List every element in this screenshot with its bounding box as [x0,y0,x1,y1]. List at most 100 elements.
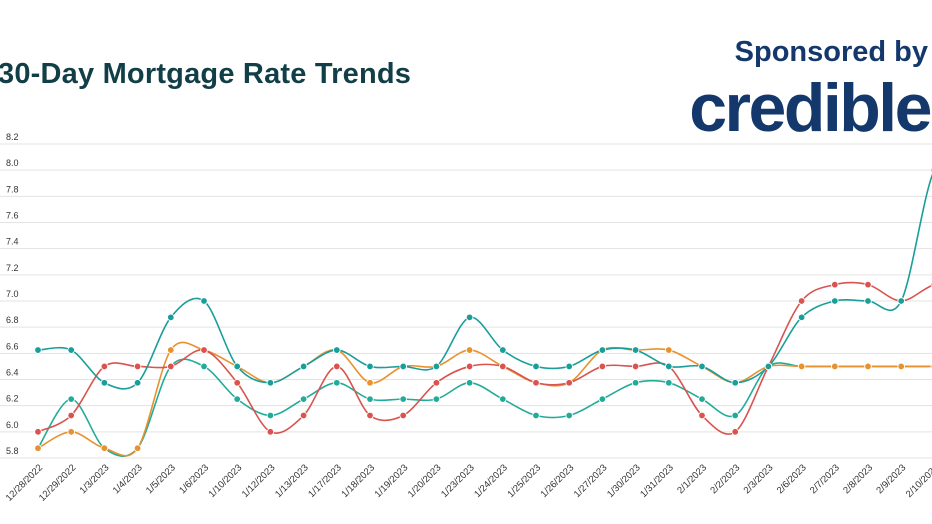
data-point[interactable] [598,346,607,354]
data-point[interactable] [366,379,374,387]
data-point[interactable] [200,297,208,305]
data-point[interactable] [532,379,540,387]
data-point[interactable] [133,379,142,387]
data-point[interactable] [399,362,407,371]
x-tick-label: 2/3/2023 [742,462,776,496]
y-tick-label: 6.2 [6,394,19,404]
data-point[interactable] [366,411,374,420]
data-point[interactable] [100,444,109,452]
data-point[interactable] [532,411,540,420]
data-point[interactable] [167,313,175,322]
data-point[interactable] [299,395,308,403]
data-point[interactable] [333,362,341,371]
data-point[interactable] [532,362,540,371]
data-point[interactable] [67,411,75,420]
data-point[interactable] [831,362,839,371]
data-point[interactable] [565,362,573,371]
data-point[interactable] [465,346,474,354]
data-point[interactable] [698,411,706,420]
data-point[interactable] [631,346,640,354]
x-tick-label: 2/8/2023 [841,462,875,496]
data-point[interactable] [233,395,241,403]
data-point[interactable] [266,411,275,420]
y-tick-label: 7.8 [6,184,19,194]
data-point[interactable] [266,379,275,387]
data-point[interactable] [366,362,374,371]
data-point[interactable] [333,379,341,387]
data-point[interactable] [266,428,275,436]
x-tick-label: 1/12/2023 [240,462,278,500]
data-point[interactable] [797,297,806,305]
data-point[interactable] [67,428,75,436]
data-point[interactable] [399,411,407,420]
data-point[interactable] [897,362,905,371]
data-point[interactable] [34,444,42,452]
data-point[interactable] [598,395,607,403]
data-point[interactable] [432,379,441,387]
data-point[interactable] [764,362,773,371]
data-point[interactable] [299,362,308,371]
data-point[interactable] [432,395,441,403]
data-point[interactable] [499,346,507,354]
data-point[interactable] [665,346,673,354]
data-point[interactable] [897,297,905,305]
data-point[interactable] [399,395,407,403]
data-point[interactable] [665,362,673,371]
data-point[interactable] [731,428,739,436]
data-point[interactable] [631,379,640,387]
data-point[interactable] [200,346,208,354]
data-point[interactable] [797,362,806,371]
y-tick-label: 6.8 [6,315,19,325]
data-point[interactable] [565,379,573,387]
data-point[interactable] [167,346,175,354]
data-point[interactable] [167,362,175,371]
data-point[interactable] [133,362,142,371]
data-point[interactable] [499,395,507,403]
data-point[interactable] [100,362,109,371]
x-tick-label: 1/23/2023 [439,462,477,500]
data-point[interactable] [665,379,673,387]
data-point[interactable] [831,280,839,289]
data-point[interactable] [34,428,42,436]
gridlines [0,143,932,459]
data-point[interactable] [698,395,706,403]
data-point[interactable] [598,362,607,371]
data-point[interactable] [864,362,872,371]
data-point[interactable] [299,411,308,420]
data-point[interactable] [465,362,474,371]
data-point[interactable] [34,346,42,354]
data-point[interactable] [565,411,573,420]
x-tick-label: 2/10/2023 [904,462,932,500]
data-point[interactable] [366,395,374,403]
data-point[interactable] [864,280,872,289]
data-point[interactable] [465,313,474,322]
chart-title: 30-Day Mortgage Rate Trends [0,58,412,90]
data-point[interactable] [631,362,640,371]
data-point[interactable] [831,297,839,305]
data-point[interactable] [731,379,739,387]
data-point[interactable] [67,395,75,403]
x-tick-label: 1/17/2023 [306,462,344,500]
data-point[interactable] [133,444,142,452]
data-point[interactable] [100,379,109,387]
data-point[interactable] [333,346,341,354]
data-point[interactable] [67,346,75,354]
data-point[interactable] [233,379,241,387]
x-tick-label: 1/31/2023 [638,462,676,500]
sponsor-logo[interactable]: credible [689,70,932,146]
y-tick-label: 7.6 [6,211,19,221]
data-point[interactable] [864,297,872,305]
data-point[interactable] [731,411,739,420]
y-axis-ticks: 5.8 6.0 6.2 6.4 6.6 6.8 7.0 7.2 7.4 7.6 7.8 8.0 8.2 [6,132,19,456]
y-tick-label: 8.2 [6,132,19,142]
data-point[interactable] [499,362,507,371]
x-tick-label: 1/24/2023 [472,462,510,500]
y-tick-label: 6.0 [6,420,19,430]
data-point[interactable] [200,362,208,371]
data-point[interactable] [233,362,241,371]
data-point[interactable] [698,362,706,371]
data-point[interactable] [797,313,806,322]
data-point[interactable] [432,362,441,371]
data-point[interactable] [465,379,474,387]
series-points [34,167,932,452]
